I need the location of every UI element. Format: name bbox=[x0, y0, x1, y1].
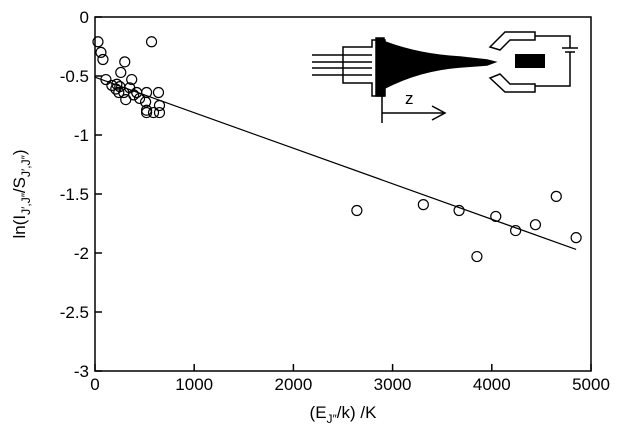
x-tick-label: 4000 bbox=[473, 375, 511, 394]
data-point bbox=[417, 199, 429, 211]
data-point bbox=[97, 53, 109, 66]
data-point bbox=[115, 66, 127, 79]
axis-label-part: ) bbox=[10, 149, 29, 155]
axis-label-part: J′,J″ bbox=[19, 154, 33, 177]
axis-label-part: /S bbox=[10, 177, 29, 193]
data-point bbox=[351, 204, 363, 217]
data-point bbox=[126, 73, 138, 86]
axis-label-part: J″ bbox=[327, 412, 338, 426]
data-point bbox=[119, 56, 131, 68]
y-tick-label: 0 bbox=[80, 8, 89, 27]
y-tick-label: -2 bbox=[74, 244, 89, 263]
data-point bbox=[153, 106, 166, 119]
data-point bbox=[153, 99, 166, 112]
y-tick-label: -3 bbox=[74, 362, 89, 381]
data-point bbox=[128, 89, 140, 101]
fit-line bbox=[94, 76, 577, 251]
y-tick-label: -1.5 bbox=[60, 185, 89, 204]
data-point bbox=[139, 96, 152, 108]
data-point bbox=[453, 204, 465, 217]
data-point bbox=[106, 79, 118, 92]
x-tick-label: 3000 bbox=[374, 375, 412, 394]
data-point bbox=[490, 210, 502, 223]
data-point bbox=[471, 250, 483, 263]
data-point bbox=[134, 92, 146, 105]
x-tick-label: 1000 bbox=[175, 375, 213, 394]
y-tick-label: -2.5 bbox=[60, 303, 89, 322]
data-point bbox=[570, 232, 582, 244]
data-point bbox=[113, 86, 125, 99]
x-tick-label: 0 bbox=[90, 375, 99, 394]
inset-diagram bbox=[312, 31, 578, 123]
data-point bbox=[140, 106, 153, 119]
data-point bbox=[152, 86, 165, 99]
data-point bbox=[92, 36, 104, 48]
axis-label-part: ln(I bbox=[10, 215, 29, 239]
data-point bbox=[111, 78, 123, 90]
data-point bbox=[550, 190, 562, 202]
axis-label-part: /k) /K bbox=[337, 403, 377, 422]
data-point bbox=[510, 224, 522, 237]
x-tick-label: 2000 bbox=[274, 375, 312, 394]
data-point bbox=[145, 36, 158, 48]
data-point bbox=[114, 81, 126, 93]
y-tick-label: -1 bbox=[74, 126, 89, 145]
axis-label-part: (E bbox=[310, 403, 327, 422]
y-axis-label: ln(IJ′,J″/SJ′,J″) bbox=[10, 149, 33, 238]
data-point bbox=[95, 46, 107, 59]
axis-label-part: J′,J″ bbox=[19, 192, 33, 215]
annotation: z bbox=[405, 89, 414, 108]
data-point bbox=[100, 73, 112, 86]
y-tick-label: -0.5 bbox=[60, 67, 89, 86]
x-axis-label: (EJ″/k) /K bbox=[310, 403, 378, 426]
data-point bbox=[147, 106, 160, 119]
x-tick-label: 5000 bbox=[572, 375, 610, 394]
data-point bbox=[529, 219, 542, 231]
